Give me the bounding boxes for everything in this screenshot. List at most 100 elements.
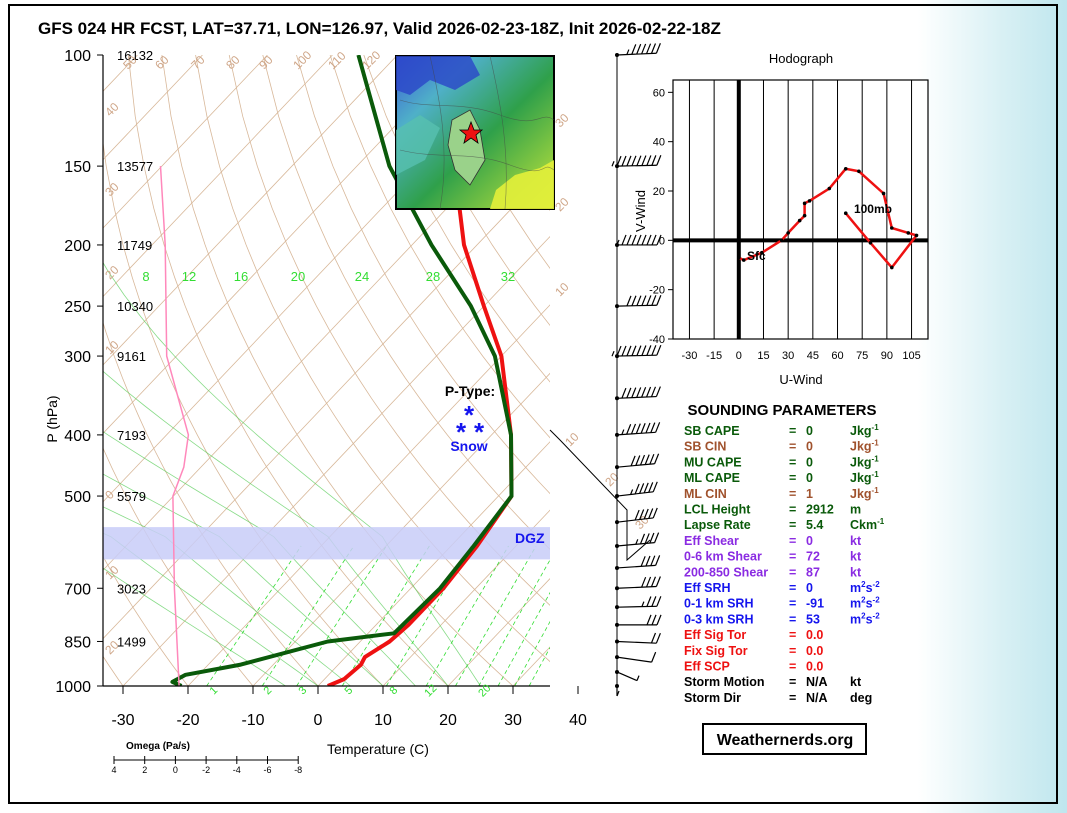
wind-barb bbox=[615, 596, 662, 610]
wind-barb-flag bbox=[631, 345, 637, 356]
y-tick-label: 150 bbox=[64, 159, 91, 176]
isotherm-label: 60 bbox=[152, 53, 172, 73]
parameter-unit: m2s-2 bbox=[850, 596, 880, 611]
ptype-symbol-top: * bbox=[464, 400, 475, 430]
mixing-ratio-label: 16 bbox=[234, 269, 248, 284]
parameter-equals: = bbox=[789, 612, 796, 626]
isotherm-line bbox=[103, 55, 463, 434]
wind-barb-flag bbox=[640, 556, 646, 567]
wind-barb-half bbox=[611, 160, 615, 167]
dry-adiabat-line bbox=[161, 55, 514, 686]
isotherm-label: 30 bbox=[632, 513, 652, 533]
hodograph-x-tick-label: 45 bbox=[807, 350, 819, 362]
height-label: 3023 bbox=[117, 581, 146, 596]
parameter-unit: Jkg-1 bbox=[850, 454, 879, 469]
wind-barb-flag bbox=[636, 295, 642, 306]
wind-barb-flag bbox=[643, 482, 649, 494]
wind-barb-dot bbox=[615, 465, 619, 470]
parameter-unit: m bbox=[850, 503, 861, 517]
site-label: Weathernerds.org bbox=[717, 732, 854, 749]
parameter-equals: = bbox=[789, 503, 796, 517]
x-tick-label: -30 bbox=[111, 712, 134, 729]
hodograph-x-tick-label: 15 bbox=[757, 350, 769, 362]
height-label: 9161 bbox=[117, 349, 146, 364]
parameter-name: 0-6 km Shear bbox=[684, 550, 762, 564]
isotherm-line bbox=[122, 235, 550, 686]
wind-barb-flag bbox=[630, 423, 637, 435]
mixing-ratio-low-label: 12 bbox=[422, 682, 439, 699]
parameter-value: 0.0 bbox=[806, 644, 823, 658]
hodograph-y-tick-label: 60 bbox=[653, 87, 665, 99]
hodograph-ylabel: V-Wind bbox=[633, 190, 648, 232]
location-star-icon bbox=[458, 120, 484, 144]
isotherm-label: 20 bbox=[552, 195, 572, 215]
mixing-ratio-line bbox=[261, 545, 355, 686]
hodograph-x-tick-label: 105 bbox=[902, 350, 920, 362]
hodograph-title: Hodograph bbox=[769, 51, 833, 66]
wind-barb bbox=[615, 555, 661, 570]
ptype-title: P-Type: bbox=[445, 383, 495, 399]
y-tick-label: 850 bbox=[64, 634, 91, 651]
wind-barb bbox=[615, 532, 660, 549]
wind-barb-flag bbox=[655, 422, 661, 433]
parameter-name: SB CIN bbox=[684, 440, 726, 454]
parameter-value: 0 bbox=[806, 534, 813, 548]
dewpoint-line bbox=[170, 55, 514, 686]
wind-barb-flag bbox=[630, 455, 636, 467]
footer: Weathernerds.org bbox=[702, 723, 867, 755]
wind-barb-half bbox=[630, 489, 634, 495]
wind-barb-dot bbox=[615, 53, 619, 57]
moist-adiabat-line bbox=[103, 431, 416, 686]
parameter-name: SB CAPE bbox=[684, 424, 740, 438]
wind-barb-dot bbox=[615, 622, 619, 627]
parameter-value: 0 bbox=[806, 455, 813, 469]
wind-barb-dot bbox=[615, 544, 619, 549]
wind-barb-flag bbox=[640, 423, 646, 434]
wind-barb-flag bbox=[631, 295, 637, 306]
dry-adiabat-line bbox=[195, 55, 550, 663]
wind-barb-flag bbox=[654, 532, 660, 543]
parameter-equals: = bbox=[789, 565, 796, 579]
wind-barb-flag bbox=[631, 155, 637, 167]
isotherm-line bbox=[187, 304, 550, 686]
hodograph-x-tick-label: 90 bbox=[881, 350, 893, 362]
dry-adiabat-line bbox=[228, 55, 550, 606]
wind-barb-flag bbox=[631, 387, 637, 398]
parameter-unit: Jkg-1 bbox=[850, 486, 879, 501]
isotherm-label: 10 bbox=[552, 280, 572, 300]
wind-barb-flag bbox=[651, 234, 657, 246]
wind-barb-half bbox=[621, 429, 625, 435]
parameter-equals: = bbox=[789, 644, 796, 658]
wind-barb-flag bbox=[621, 345, 627, 357]
parameter-equals: = bbox=[789, 581, 796, 595]
parameter-unit: Jkg-1 bbox=[850, 439, 879, 454]
hodograph-point bbox=[906, 231, 911, 235]
mixing-ratio-line bbox=[478, 559, 550, 686]
wind-barb-dot bbox=[615, 304, 619, 309]
y-tick-label: 250 bbox=[64, 299, 91, 316]
wind-barb-flag bbox=[639, 483, 645, 494]
hodograph-x-tick-label: 0 bbox=[736, 350, 742, 362]
wind-barb-dot bbox=[615, 242, 619, 247]
wind-barb-flag bbox=[650, 576, 657, 587]
isotherm-line bbox=[103, 55, 333, 298]
wind-barb-flag bbox=[648, 508, 654, 519]
hodograph-x-tick-label: -15 bbox=[706, 350, 722, 362]
figure-frame bbox=[8, 4, 1058, 804]
wind-barbs bbox=[549, 43, 662, 697]
mixing-ratio-line bbox=[497, 591, 550, 686]
wind-barb-flag bbox=[648, 482, 654, 493]
hodograph-y-tick-label: 0 bbox=[659, 235, 665, 247]
wind-barb-shaft bbox=[616, 395, 657, 399]
parameter-equals: = bbox=[789, 487, 796, 501]
height-label: 11749 bbox=[117, 238, 152, 253]
x-tick-label: 30 bbox=[504, 712, 522, 729]
wind-barb-dot bbox=[615, 605, 619, 610]
parameter-equals: = bbox=[789, 660, 796, 674]
wind-barb-flag bbox=[641, 43, 647, 55]
isotherm-line bbox=[252, 372, 550, 686]
mixing-ratio-line bbox=[514, 620, 550, 686]
dry-adiabat-line bbox=[397, 55, 550, 327]
parameter-name: 200-850 Shear bbox=[684, 565, 768, 579]
